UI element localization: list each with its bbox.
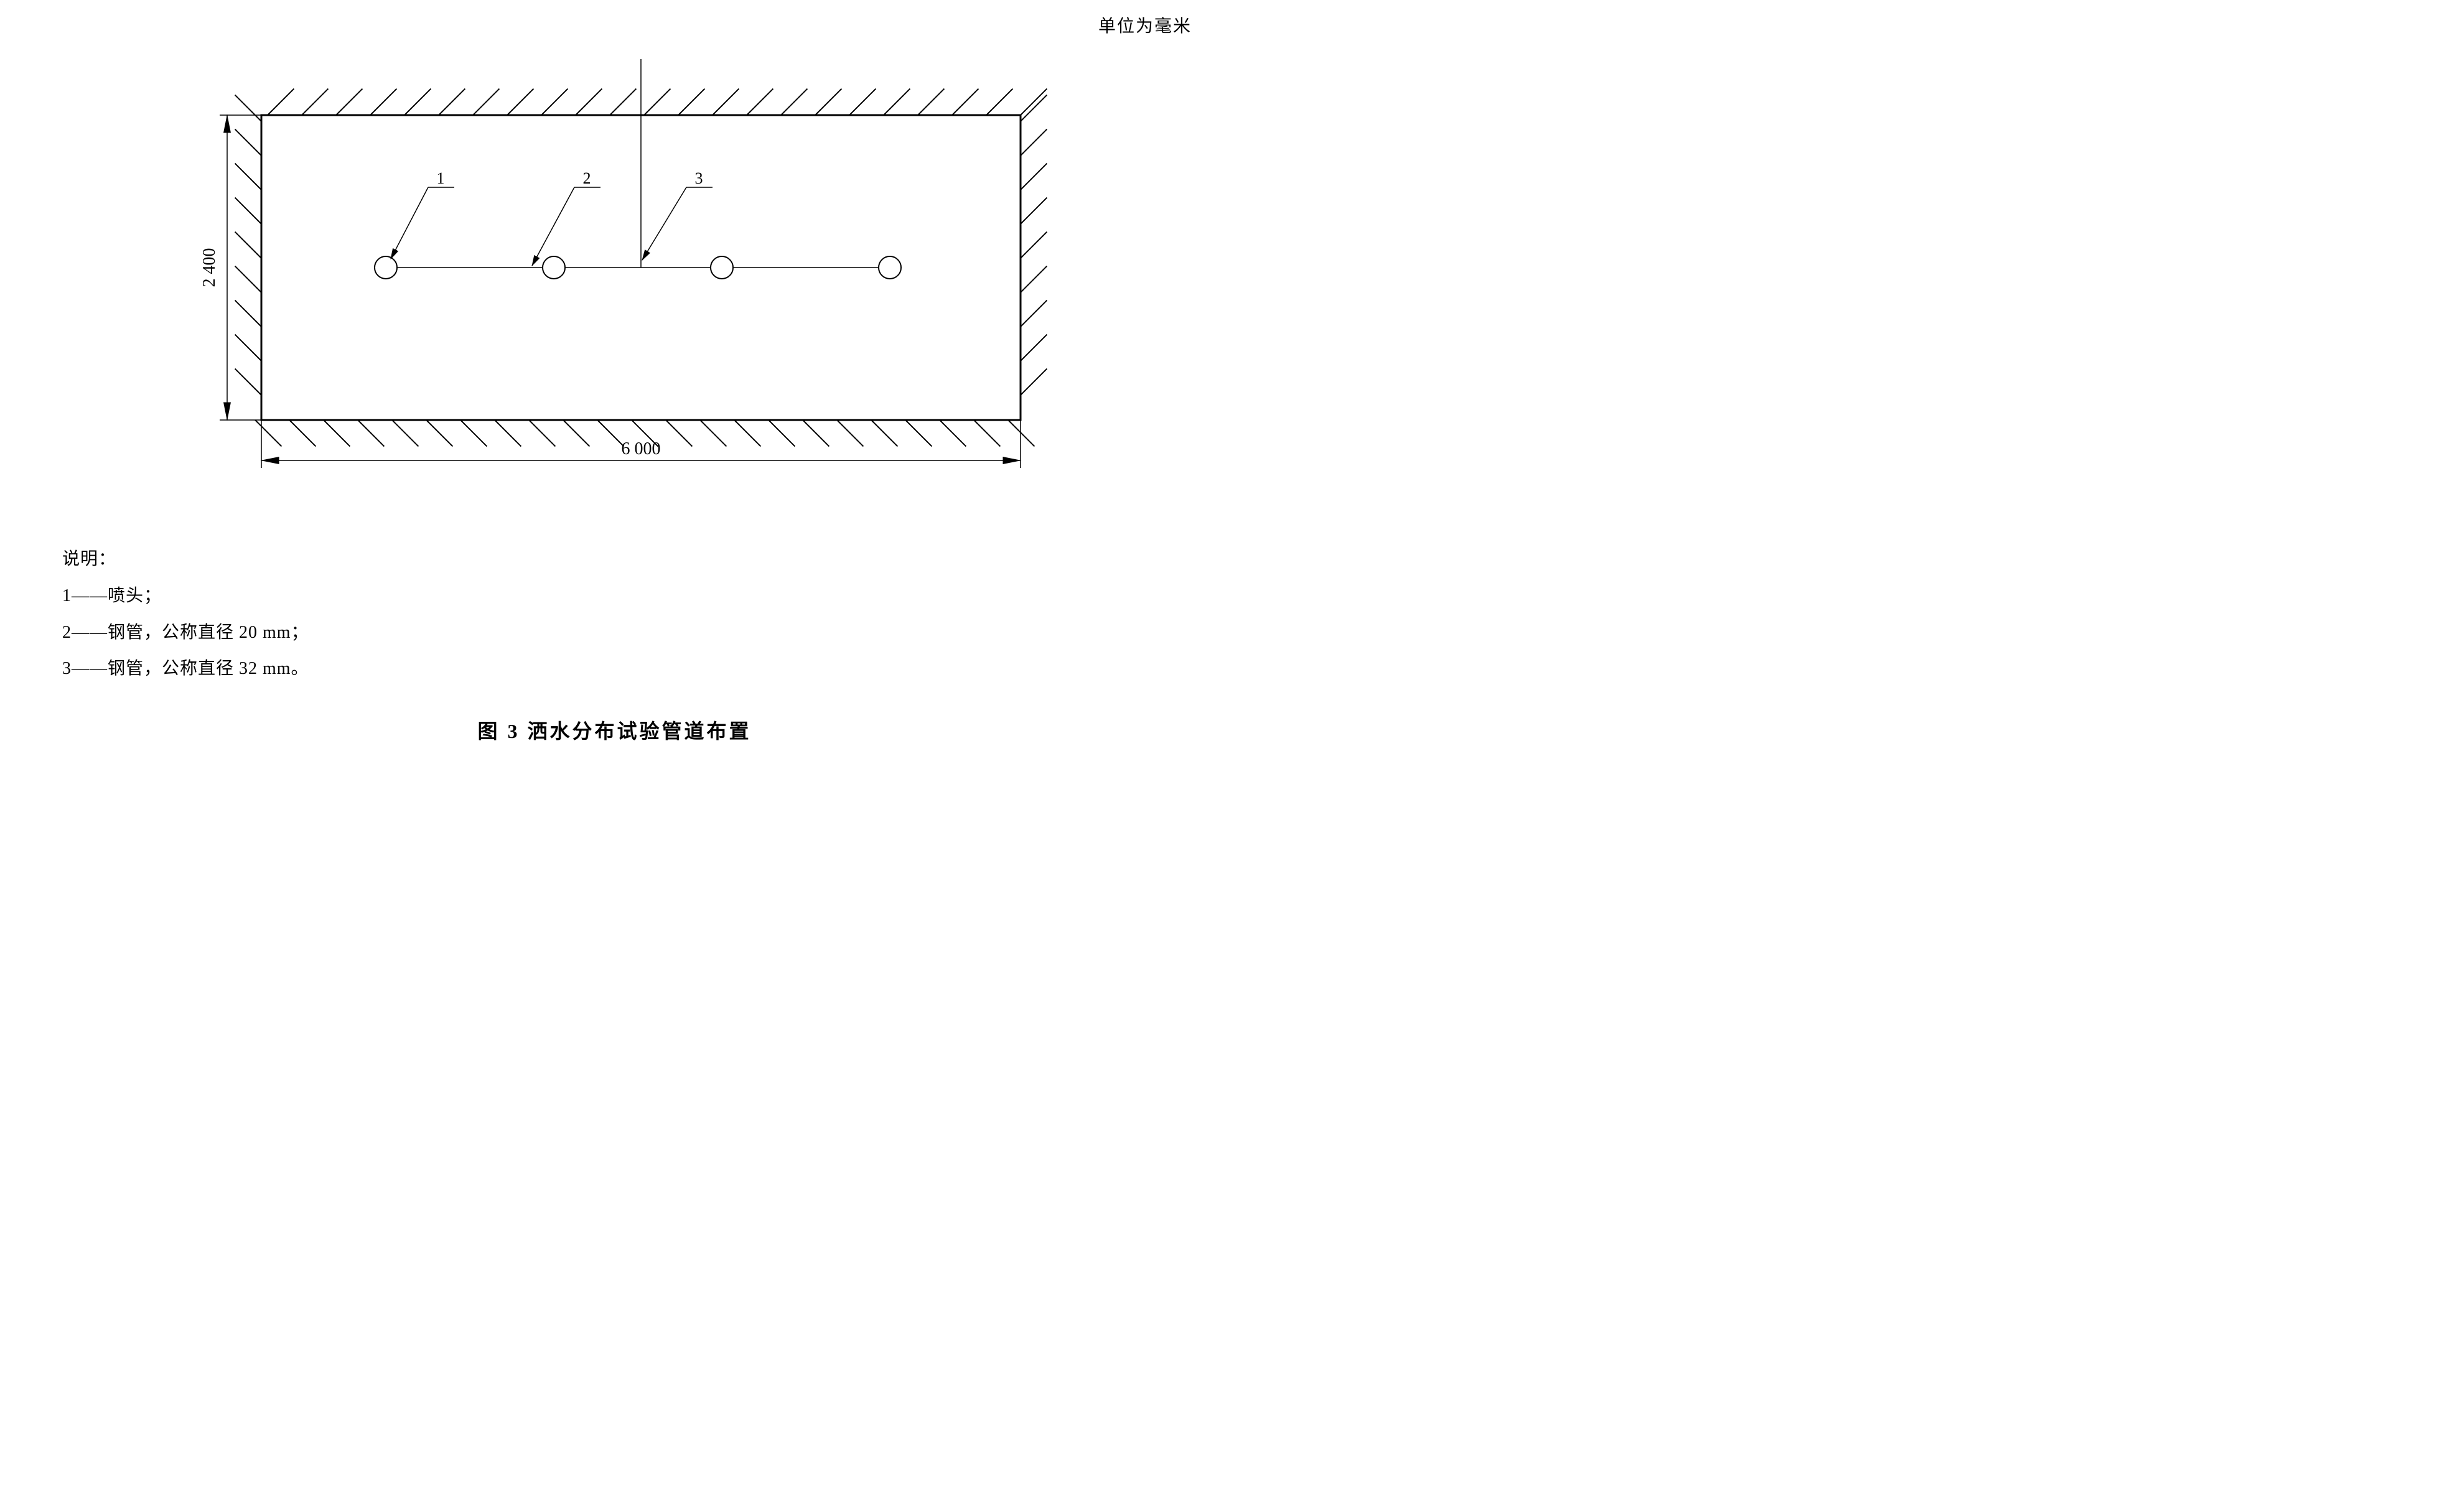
legend-item: 3——钢管，公称直径 32 mm。 xyxy=(62,651,309,688)
legend-item-num: 1 xyxy=(62,586,72,605)
page: 单位为毫米 1232 4006 000 说明： 1——喷头； 2——钢管，公称直… xyxy=(0,0,1229,756)
svg-text:3: 3 xyxy=(695,169,703,187)
legend-item-text: 钢管，公称直径 20 mm； xyxy=(108,623,309,642)
legend-item-text: 钢管，公称直径 32 mm。 xyxy=(108,659,309,678)
svg-text:2 400: 2 400 xyxy=(200,248,219,287)
svg-text:6 000: 6 000 xyxy=(622,439,661,459)
legend-title: 说明： xyxy=(62,541,309,578)
diagram-container: 1 2 3 2 400 6 000 xyxy=(0,0,1229,498)
legend-item-num: 2 xyxy=(62,623,72,642)
legend-item-text: 喷头； xyxy=(108,586,162,605)
legend-item-num: 3 xyxy=(62,659,72,678)
svg-text:1: 1 xyxy=(437,169,445,187)
svg-text:2: 2 xyxy=(583,169,591,187)
figure-caption: 图 3 洒水分布试验管道布置 xyxy=(0,716,1229,744)
legend: 说明： 1——喷头； 2——钢管，公称直径 20 mm； 3——钢管，公称直径 … xyxy=(62,541,309,688)
legend-item: 1——喷头； xyxy=(62,578,309,615)
pipe-layout-diagram: 1 2 3 2 400 6 000 xyxy=(0,0,1229,498)
legend-item: 2——钢管，公称直径 20 mm； xyxy=(62,615,309,651)
